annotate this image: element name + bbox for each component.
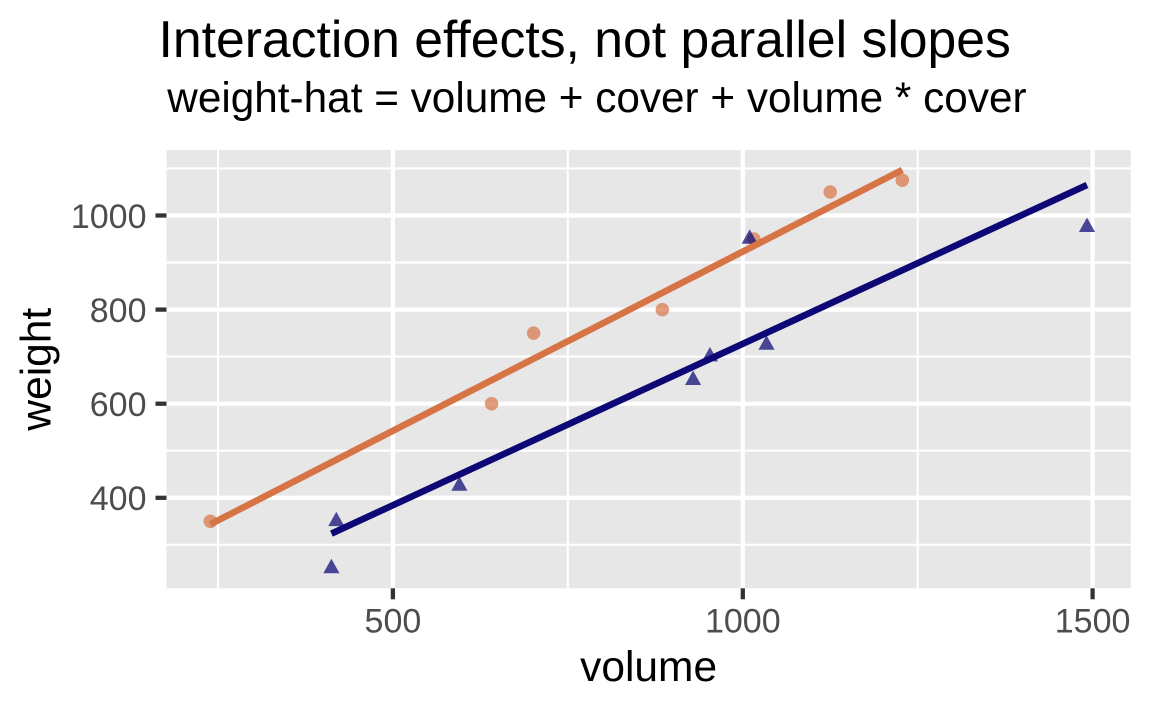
svg-text:volume: volume: [580, 644, 717, 691]
svg-text:500: 500: [365, 603, 422, 641]
svg-text:1500: 1500: [1055, 603, 1131, 641]
svg-text:1000: 1000: [71, 198, 147, 236]
svg-text:800: 800: [90, 292, 147, 330]
svg-text:1000: 1000: [705, 603, 781, 641]
svg-text:Interaction effects, not paral: Interaction effects, not parallel slopes: [159, 10, 1011, 68]
svg-text:weight-hat = volume + cover +: weight-hat = volume + cover + volume * c…: [166, 74, 1026, 121]
svg-text:400: 400: [90, 480, 147, 518]
svg-text:600: 600: [90, 386, 147, 424]
svg-text:weight: weight: [13, 308, 60, 432]
